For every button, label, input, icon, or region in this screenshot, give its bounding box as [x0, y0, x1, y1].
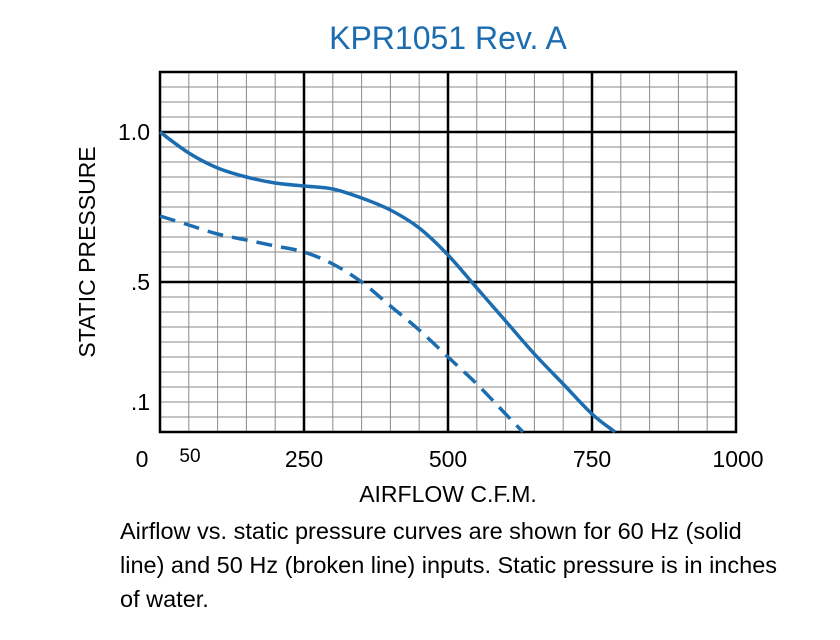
y-tick-label: 1.0 — [118, 119, 150, 145]
x-axis-label: AIRFLOW C.F.M. — [359, 481, 537, 507]
major-gridlines — [160, 72, 736, 432]
plot-frame — [158, 70, 738, 434]
x-tick-label: 500 — [429, 446, 467, 472]
chart-title: KPR1051 Rev. A — [329, 20, 567, 56]
x-tick-label: 0 — [136, 446, 149, 472]
x-tick-label: 1000 — [712, 446, 763, 472]
series-layer — [158, 130, 617, 434]
chart-caption: Airflow vs. static pressure curves are s… — [120, 518, 778, 612]
y-tick-label: .1 — [131, 389, 150, 415]
y-tick-label: .5 — [131, 269, 150, 295]
series-line-60hz-solid — [158, 130, 617, 434]
x-tick-label: 750 — [573, 446, 611, 472]
x-tick-label: 50 — [179, 446, 200, 467]
x-tick-labels: 0 50 250 500 750 1000 — [136, 446, 764, 472]
x-tick-label: 250 — [285, 446, 323, 472]
series-line-50hz-dashed — [159, 214, 525, 434]
y-axis-label: STATIC PRESSURE — [74, 146, 100, 357]
chart-svg: 1.0.5.1 0 50 250 500 750 1000 AIRFLOW C.F.M. … — [74, 70, 764, 507]
y-tick-labels: 1.0 .5 .1 — [118, 119, 150, 415]
